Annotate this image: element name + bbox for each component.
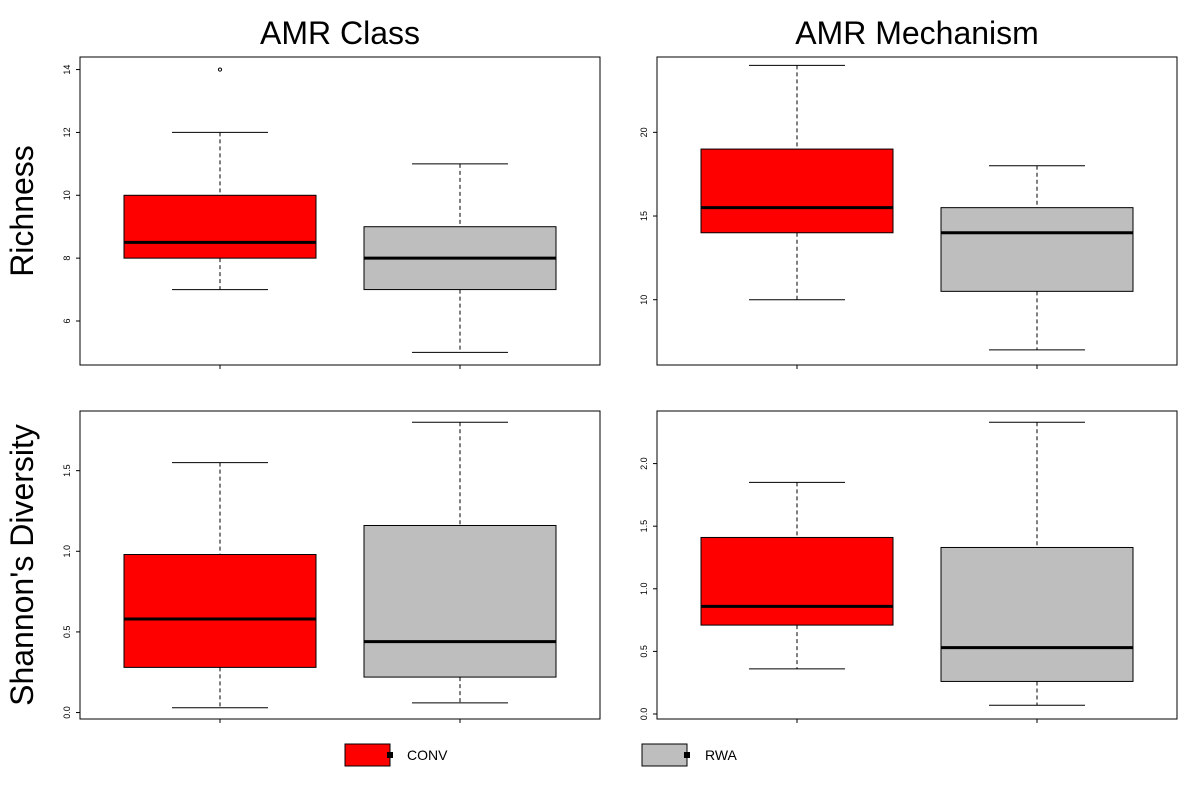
legend-marker-conv: [387, 752, 393, 758]
panel-1: 6 8 10 12 14: [62, 56, 601, 369]
y-tick-label: 14: [62, 65, 72, 75]
panel-3: 0.0 0.5 1.0 1.5: [62, 410, 601, 723]
legend: CONV RWA: [344, 743, 738, 767]
box-conv: [700, 148, 894, 234]
plot-frame: [79, 410, 601, 720]
y-tick-label: 10: [62, 190, 72, 200]
outlier-conv: [217, 67, 223, 72]
y-tick-label: 0.5: [62, 626, 72, 639]
y-tick-label: 1.5: [62, 464, 72, 477]
legend-swatch-rwa: [641, 743, 688, 767]
y-tick-label: 1.5: [639, 520, 649, 533]
y-tick-label: 0.0: [62, 706, 72, 719]
y-tick-label: 6: [62, 318, 72, 323]
box-rwa: [940, 546, 1134, 682]
y-tick-label: 12: [62, 127, 72, 137]
legend-marker-rwa: [684, 752, 690, 758]
row-title-richness: Richness: [4, 145, 40, 277]
column-title-amr-mechanism: AMR Mechanism: [795, 15, 1039, 51]
y-tick-label: 0.5: [639, 645, 649, 658]
box-rwa: [940, 207, 1134, 292]
y-tick-label: 1.0: [639, 583, 649, 596]
legend-label-rwa: RWA: [705, 747, 738, 763]
panel-2: 10 15 20: [639, 56, 1178, 369]
panels: 6 8 10 12 14 10 15 20 0.0 0.5 1.0 1.5 0.0 0.5 1.0 1.5 2.…: [62, 56, 1178, 723]
panel-4: 0.0 0.5 1.0 1.5 2.0: [639, 410, 1178, 723]
plot-frame: [656, 56, 1178, 366]
box-conv: [123, 554, 317, 668]
box-conv: [123, 194, 317, 259]
y-tick-label: 10: [639, 295, 649, 305]
plot-frame: [79, 56, 601, 366]
legend-label-conv: CONV: [407, 747, 448, 763]
legend-swatch-conv: [344, 743, 391, 767]
y-tick-label: 20: [639, 127, 649, 137]
y-tick-label: 0.0: [639, 708, 649, 721]
y-tick-label: 8: [62, 256, 72, 261]
y-tick-label: 15: [639, 211, 649, 221]
column-title-amr-class: AMR Class: [260, 15, 420, 51]
box-conv: [700, 536, 894, 626]
y-tick-label: 2.0: [639, 457, 649, 470]
box-rwa: [363, 524, 557, 678]
y-tick-label: 1.0: [62, 545, 72, 558]
row-title-shannon: Shannon's Diversity: [4, 424, 40, 706]
plot-frame: [656, 410, 1178, 720]
